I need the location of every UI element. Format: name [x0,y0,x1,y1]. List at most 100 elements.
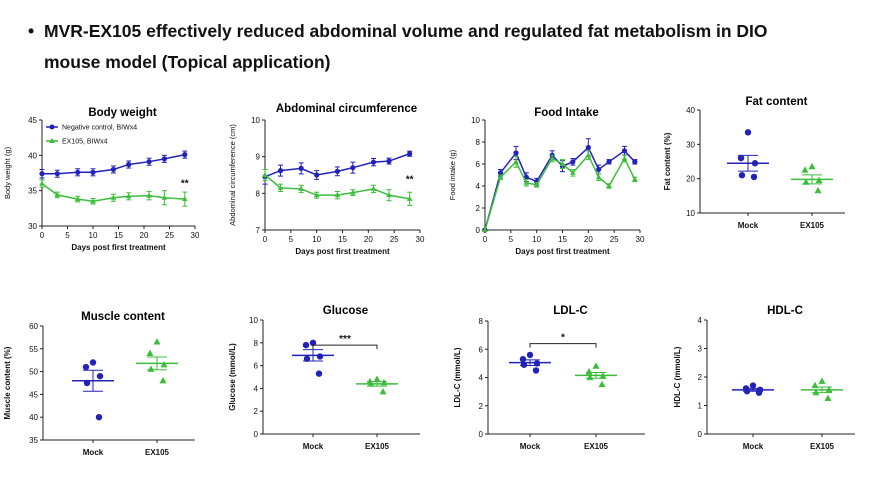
data-point-triangle [802,178,810,185]
data-point-triangle [90,198,96,204]
fat-content-chart: Fat content 10 20 30 40 Fat content (%) Mock EX… [663,96,845,230]
y-axis-label: LDL-C (mmol/L) [453,347,462,407]
y-tick-label: 20 [686,175,695,184]
data-point-triangle [585,368,593,375]
series-line-blue [484,146,636,231]
data-point-triangle [161,194,168,200]
data-point-circle [513,150,519,156]
chart-title: Body weight [88,107,157,119]
y-tick-label: 60 [29,322,38,331]
chart-title: Abdominal circumference [276,103,417,115]
data-point-triangle [621,155,628,161]
muscle-content-chart: Muscle content 35 40 45 50 55 60 Muscle content… [3,311,195,457]
data-point-circle [90,169,96,175]
data-point-circle [570,159,576,165]
y-tick-label: 10 [471,116,480,125]
y-tick-label: 40 [29,413,38,422]
x-tick-label: 15 [114,231,123,240]
data-point-triangle [298,185,304,191]
data-point-triangle [549,155,555,161]
data-point-circle [737,154,745,162]
y-tick-label: 2 [254,407,259,416]
data-point-triangle [373,375,381,382]
data-point-triangle [559,161,566,166]
data-point-triangle [110,194,117,200]
x-tick-label: 20 [364,235,373,244]
data-point-triangle [147,365,155,372]
x-tick-label: 0 [483,235,488,244]
data-point-triangle [570,169,576,175]
x-tick-label: 5 [289,235,294,244]
slide-title-line-1: MVR-EX105 effectively reduced abdominal … [44,21,768,41]
y-tick-label: 40 [686,106,695,115]
data-point-circle [110,166,116,173]
data-point-circle [302,341,310,349]
data-point-circle [370,159,377,165]
data-point-triangle [513,158,519,164]
data-point-triangle [814,186,822,194]
y-tick-label: 10 [249,316,258,325]
x-category-label: EX105 [810,442,835,451]
y-tick-label: 0 [479,430,484,439]
y-tick-label: 8 [476,138,481,147]
y-tick-label: 35 [28,187,37,196]
data-point-triangle [824,394,832,401]
data-point-triangle [482,227,488,232]
data-point-triangle [812,388,820,396]
y-axis-label: Abdominal circumference (cm) [228,124,237,226]
bullet: • [28,21,35,41]
y-tick-label: 6 [254,362,259,371]
data-point-triangle [606,183,612,188]
x-tick-label: 20 [140,231,149,240]
data-point-triangle [533,181,540,187]
data-point-circle [96,372,104,380]
y-tick-label: 50 [29,368,38,377]
y-tick-label: 30 [686,140,695,149]
body-weight-chart: Body weight 30 35 40 45 Body weight (g) 0 5 10 15… [3,107,200,252]
data-point-circle [75,169,81,175]
x-axis-label: Days post first treatment [295,247,390,256]
data-point-circle [316,353,324,360]
x-category-label: Mock [743,442,764,451]
data-point-triangle [182,196,188,202]
x-category-label: Mock [303,442,324,451]
chart-title: Food Intake [534,107,599,119]
y-axis-label: Food intake (g) [448,149,457,200]
data-point-triangle [632,176,638,182]
y-tick-label: 8 [256,189,261,198]
data-point-triangle [146,192,152,198]
legend-marker-triangle [49,138,55,143]
y-axis-label: Glucose (mmol/L) [228,343,237,411]
significance-marker: ** [181,178,189,189]
y-tick-label: 4 [479,374,484,383]
data-point-triangle [595,174,602,180]
data-point-circle [750,173,758,181]
data-point-circle [309,339,317,346]
x-category-label: EX105 [584,442,609,451]
significance-marker: ** [406,174,414,185]
abdominal-circumference-chart: Abdominal circumference 7 8 9 10 Abdominal ci… [228,103,425,256]
y-axis-label: HDL-C (mmol/L) [673,346,682,407]
x-tick-label: 10 [312,235,321,244]
data-point-triangle [801,166,809,173]
data-point-circle [519,355,527,363]
legend-label: Negative control, BIWx4 [62,125,137,132]
data-point-triangle [406,195,413,201]
data-point-circle [606,159,612,165]
y-tick-label: 2 [698,373,703,382]
data-point-circle [334,168,340,174]
x-tick-label: 25 [165,231,174,240]
data-point-circle [54,171,60,177]
data-point-circle [749,382,757,389]
data-point-triangle [818,377,826,384]
y-tick-label: 6 [479,345,484,354]
data-point-circle [526,351,534,359]
x-tick-label: 30 [191,231,200,240]
y-tick-label: 8 [479,317,484,326]
data-point-circle [146,159,152,165]
x-tick-label: 30 [636,235,645,244]
data-point-triangle [379,388,387,395]
legend-marker-circle [49,124,55,130]
y-tick-label: 0 [254,430,259,439]
data-point-circle [596,166,602,173]
